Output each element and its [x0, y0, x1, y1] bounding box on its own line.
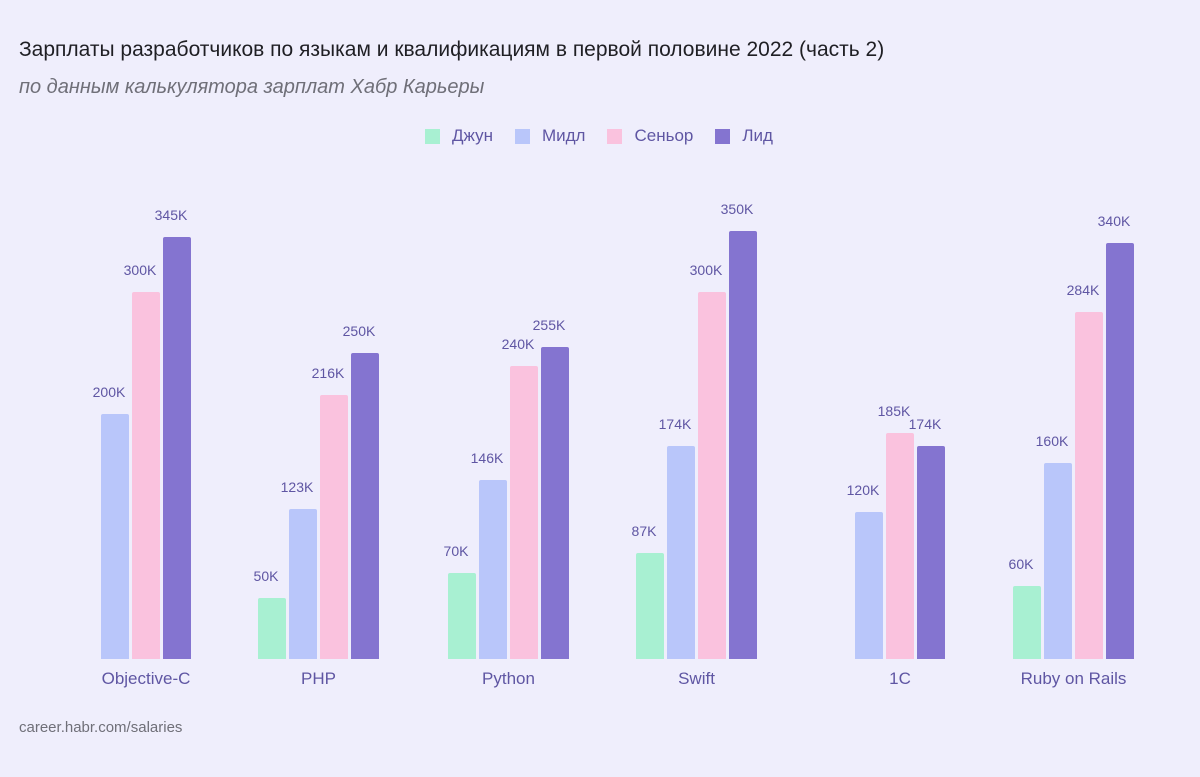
legend-label-middle: Мидл [541, 126, 586, 145]
bar-lead [163, 237, 191, 659]
bar-senior [1075, 312, 1103, 659]
value-label: 340K [1097, 213, 1131, 229]
bar-lead [541, 347, 569, 659]
bar-middle [667, 446, 695, 659]
bar-junior [1013, 586, 1041, 659]
value-label: 174K [908, 416, 942, 432]
value-label: 146K [470, 450, 504, 466]
legend-swatch-junior [425, 128, 440, 144]
value-label: 60K [1008, 556, 1034, 572]
value-label: 87K [631, 523, 657, 539]
value-label: 123K [280, 479, 314, 495]
source-link[interactable]: career.habr.com/salaries [19, 719, 183, 736]
legend-swatch-middle [514, 128, 530, 144]
category-label: Ruby on Rails [1020, 669, 1127, 688]
bar-middle [479, 480, 507, 659]
value-label: 240K [501, 336, 535, 352]
value-label: 216K [311, 365, 345, 381]
bar-lead [351, 353, 379, 659]
value-label: 255K [532, 317, 566, 333]
legend-item-senior: Сеньор [607, 126, 693, 146]
plot-area: 200K 300K 345K Objective-C 50K 123K 216K 250K PH… [92, 201, 1134, 688]
value-label: 174K [658, 416, 692, 432]
legend-swatch-senior [607, 128, 623, 144]
value-label: 185K [877, 403, 911, 419]
value-label: 345K [154, 207, 188, 223]
bar-middle [289, 509, 317, 659]
bar-middle [1044, 463, 1072, 659]
bar-junior [258, 598, 286, 659]
legend-label-senior: Сеньор [634, 126, 694, 145]
chart-subtitle: по данным калькулятора зарплат Хабр Карь… [19, 76, 485, 98]
category-label: Objective-C [101, 669, 191, 688]
bar-lead [729, 231, 757, 659]
category-label: PHP [301, 669, 336, 688]
legend-swatch-lead [715, 128, 731, 144]
bar-senior [320, 395, 348, 659]
legend: Джун Мидл Сеньор Лид [425, 126, 795, 146]
bar-junior [448, 573, 476, 659]
bar-senior [698, 292, 726, 659]
chart-title: Зарплаты разработчиков по языкам и квали… [19, 38, 885, 61]
bar-lead [1106, 243, 1134, 659]
bar-senior [132, 292, 160, 659]
category-label: Python [482, 669, 535, 688]
value-label: 300K [123, 262, 157, 278]
value-label: 160K [1035, 433, 1069, 449]
legend-item-lead: Лид [715, 126, 773, 146]
value-label: 70K [443, 543, 469, 559]
value-label: 300K [689, 262, 723, 278]
legend-label-lead: Лид [742, 126, 773, 145]
bar-lead [917, 446, 945, 659]
bar-senior [886, 433, 914, 659]
legend-item-middle: Мидл [514, 126, 586, 146]
bar-senior [510, 366, 538, 659]
bar-junior [636, 553, 664, 659]
bar-middle [855, 512, 883, 659]
value-label: 120K [846, 482, 880, 498]
legend-item-junior: Джун [425, 126, 493, 146]
legend-label-junior: Джун [452, 126, 493, 145]
category-label: 1C [889, 669, 911, 688]
value-label: 350K [720, 201, 754, 217]
value-label: 50K [253, 568, 279, 584]
bar-middle [101, 414, 129, 659]
value-label: 284K [1066, 282, 1100, 298]
value-label: 250K [342, 323, 376, 339]
value-label: 200K [92, 384, 126, 400]
category-label: Swift [678, 669, 715, 688]
